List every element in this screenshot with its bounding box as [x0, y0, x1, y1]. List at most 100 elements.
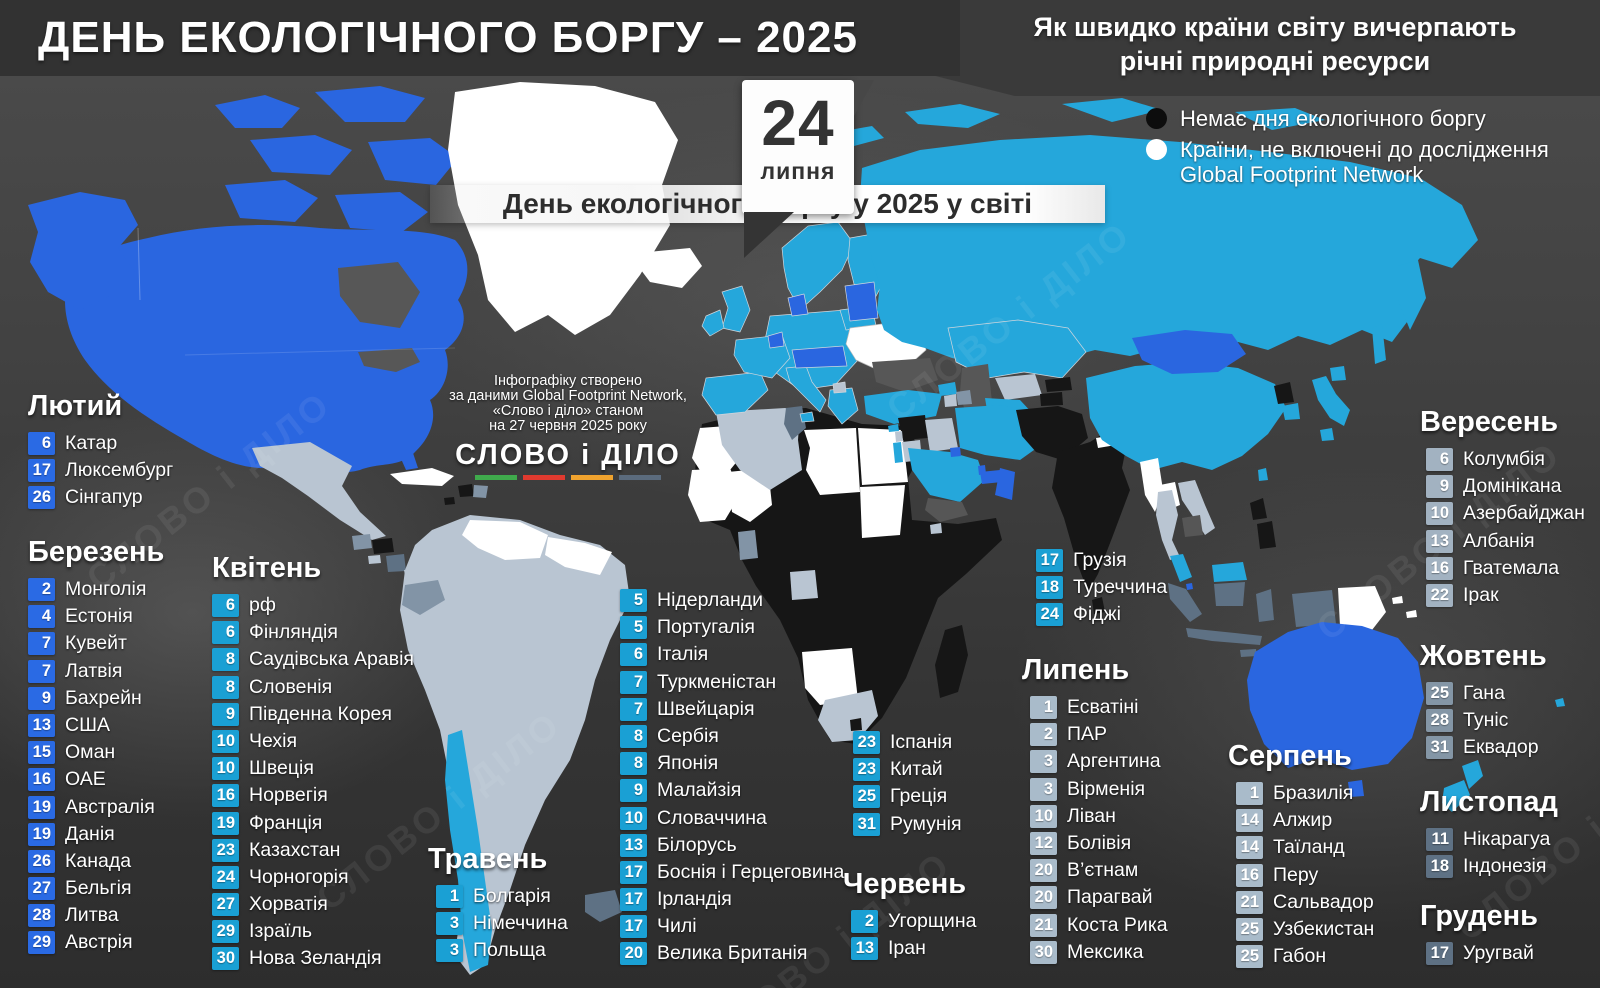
black-dot-icon	[1146, 108, 1167, 129]
list-item: 28 Литва	[28, 904, 164, 928]
day-badge: 17	[620, 888, 647, 912]
list-item: 17 Грузія	[1036, 549, 1167, 572]
country-taiwan	[1258, 468, 1268, 481]
country-label: Грузія	[1073, 549, 1127, 571]
subtitle-line2: річні природні ресурси	[1119, 46, 1431, 76]
country-guyanas	[545, 537, 612, 575]
day-badge: 7	[28, 659, 55, 683]
country-sakhalin	[1372, 324, 1386, 364]
list-item: 23 Китай	[853, 758, 962, 782]
month-block-may-cont: 5 Нідерланди 5 Португалія 6 Італія 7 Туркменіст…	[620, 589, 844, 970]
month-block-march: Березень 2 Монголія 4 Естонія 7 Кувейт 7 Латвія 9…	[28, 536, 164, 959]
list-item: 29 Ізраїль	[212, 920, 414, 944]
country-label: Ізраїль	[249, 920, 313, 943]
country-label: Ірландія	[657, 888, 732, 911]
list-item: 25 Габон	[1236, 945, 1374, 969]
country-indonesia	[1168, 582, 1336, 657]
country-label: Угорщина	[888, 910, 977, 932]
day-badge: 26	[28, 849, 55, 873]
month-header: Листопад	[1420, 786, 1558, 818]
country-namibia-botswana	[802, 648, 858, 705]
day-badge: 19	[28, 795, 55, 819]
list-item: 7 Латвія	[28, 659, 164, 683]
country-denmark	[787, 293, 809, 317]
country-label: Гана	[1463, 682, 1505, 704]
day-badge: 27	[212, 893, 239, 917]
list-item: 31 Еквадор	[1426, 736, 1547, 760]
country-label: Швейцарія	[657, 697, 755, 720]
list-item: 1 Бразилія	[1236, 782, 1374, 805]
country-lebanon	[895, 431, 903, 442]
country-algeria	[716, 408, 802, 490]
country-label: Словаччина	[657, 806, 767, 829]
list-item: 3 Німеччина	[436, 912, 568, 936]
list-item: 10 Швеція	[212, 757, 414, 781]
list-item: 30 Нова Зеландія	[212, 947, 414, 971]
day-badge: 3	[1030, 750, 1057, 774]
country-label: рф	[249, 594, 276, 616]
country-label: Монголія	[65, 578, 147, 600]
country-label: Бахрейн	[65, 686, 142, 709]
day-badge: 29	[212, 920, 239, 944]
country-label: Іран	[888, 937, 926, 960]
country-kyrgyzstan-tajikistan	[1040, 377, 1072, 406]
country-label: Данія	[65, 822, 115, 845]
great-lakes	[358, 348, 420, 372]
country-malaysia	[1170, 554, 1247, 582]
country-label: Португалія	[657, 616, 755, 639]
list-item: 6 Колумбія	[1426, 448, 1585, 471]
country-uzbekistan	[995, 374, 1042, 400]
country-label: Парагвай	[1067, 886, 1153, 909]
day-badge: 24	[1036, 603, 1063, 627]
list-item: 7 Швейцарія	[620, 697, 844, 721]
country-south-korea	[1282, 403, 1300, 420]
month-block-may-cont2: 23 Іспанія 23 Китай 25 Греція 31 Румунія	[853, 731, 962, 840]
list-item: 30 Мексика	[1030, 940, 1168, 964]
country-greece	[827, 387, 859, 425]
day-badge: 21	[1030, 913, 1057, 937]
callout-month: липня	[760, 158, 836, 184]
black-sea	[872, 358, 938, 392]
country-new-zealand	[1442, 760, 1483, 812]
day-badge: 11	[1426, 828, 1453, 851]
list-item: 16 Гватемала	[1426, 556, 1585, 580]
day-badge: 3	[436, 939, 463, 963]
list-item: 6 Катар	[28, 432, 173, 455]
day-badge: 8	[620, 724, 647, 748]
list-item: 3 Аргентина	[1030, 750, 1168, 774]
list-item: 17 Боснія і Герцеговина	[620, 860, 844, 884]
country-label: Франція	[249, 811, 323, 834]
month-header: Червень	[843, 868, 967, 900]
country-label: Алжир	[1273, 809, 1333, 832]
list-item: 10 Словаччина	[620, 806, 844, 830]
country-papua-new-guinea	[1338, 586, 1417, 630]
country-label: Коста Рика	[1067, 913, 1168, 936]
country-norway-sweden	[781, 221, 855, 311]
list-item: 29 Австрія	[28, 931, 164, 955]
country-label: Кувейт	[65, 632, 127, 655]
list-item: 9 Домінікана	[1426, 475, 1585, 499]
legend-item-not-included: Країни, не включені до дослідження Global…	[1146, 137, 1586, 187]
day-badge: 2	[1030, 723, 1057, 747]
country-armenia	[944, 394, 957, 407]
day-badge: 16	[1426, 556, 1453, 580]
day-badge: 5	[620, 589, 647, 612]
map-legend: Немає дня екологічного боргу Країни, не …	[1146, 106, 1586, 193]
day-badge: 16	[212, 784, 239, 808]
day-badge: 2	[28, 578, 55, 601]
country-label: Нідерланди	[657, 589, 764, 611]
list-item: 19 Австралія	[28, 795, 164, 819]
country-label: Узбекистан	[1273, 917, 1375, 940]
country-djibouti	[930, 523, 942, 534]
month-block-april: Квітень 6 рф 6 Фінляндія 8 Саудівська Аравія 8 С…	[212, 552, 414, 975]
country-label: Канада	[65, 849, 132, 872]
country-mongolia	[1132, 330, 1246, 374]
logo-colorbar-segment	[619, 475, 661, 480]
country-egypt	[858, 428, 908, 485]
list-item: 1 Болгарія	[436, 885, 568, 908]
country-chile	[445, 730, 492, 972]
country-label: Швеція	[249, 757, 314, 780]
credit-block: Інфографіку створено за даними Global Fo…	[398, 374, 738, 480]
month-header: Жовтень	[1420, 640, 1547, 672]
day-badge: 5	[620, 616, 647, 640]
